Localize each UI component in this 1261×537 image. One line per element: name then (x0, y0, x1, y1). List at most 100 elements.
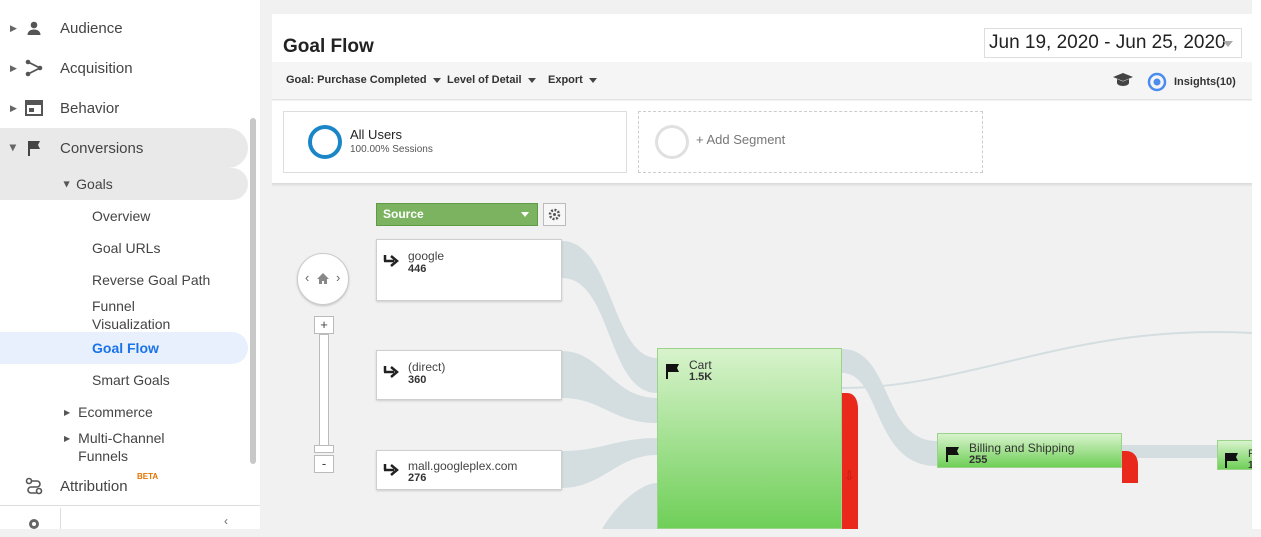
dimension-selector[interactable]: Source (376, 203, 538, 226)
zoom-out-button[interactable]: - (314, 455, 334, 473)
collapse-chevron-icon[interactable]: ‹ (224, 514, 228, 528)
flow-settings-button[interactable] (543, 203, 566, 226)
graduation-cap-icon[interactable] (1112, 72, 1134, 93)
source-node-google[interactable]: google 446 (376, 239, 562, 301)
flag-icon (1225, 453, 1238, 468)
goal-step-cart[interactable]: Cart 1.5K (657, 348, 842, 529)
settings-gear-icon[interactable] (26, 516, 42, 537)
sidebar-item-multi-channel-funnels[interactable]: ▶ Multi-Channel Funnels (64, 429, 188, 465)
goal-selector-dropdown[interactable]: Goal: Purchase Completed (286, 74, 441, 86)
sidebar-item-label: Goals (76, 176, 113, 192)
right-gutter (1252, 0, 1261, 529)
chevron-down-icon (1223, 41, 1233, 47)
sidebar-divider (0, 505, 260, 506)
zoom-in-button[interactable]: + (314, 316, 334, 334)
caret-down-icon: ▶ (8, 144, 19, 151)
page-title: Goal Flow (283, 36, 374, 57)
sidebar-item-conversions[interactable]: ▶ Conversions (0, 128, 248, 168)
entrance-arrow-icon (383, 366, 399, 378)
person-icon (24, 18, 44, 38)
sidebar-item-funnel-visualization[interactable]: Funnel Visualization (92, 298, 171, 332)
step-name: Cart (689, 358, 712, 372)
segment-detail: 100.00% Sessions (350, 144, 433, 155)
source-node-mall-googleplex[interactable]: mall.googleplex.com 276 (376, 450, 562, 490)
behavior-icon (24, 98, 44, 118)
sidebar-item-attribution[interactable]: Attribution BETA (0, 466, 248, 506)
goal-selector-label: Goal: Purchase Completed (286, 74, 427, 86)
step-value: 1 (1248, 460, 1252, 471)
segment-all-users[interactable]: All Users 100.00% Sessions (283, 111, 627, 173)
segment-name: All Users (350, 127, 403, 142)
caret-right-icon: ▶ (64, 434, 71, 443)
sidebar-item-label: Ecommerce (78, 404, 153, 420)
source-name: mall.googleplex.com (408, 459, 518, 473)
flag-icon (946, 447, 959, 462)
sidebar-item-behavior[interactable]: ▶ Behavior (0, 88, 248, 128)
sidebar-footer-divider (60, 508, 61, 529)
sidebar-item-label: Attribution (60, 477, 128, 495)
caret-right-icon: ▶ (10, 102, 17, 113)
level-of-detail-dropdown[interactable]: Level of Detail (447, 74, 536, 86)
chevron-down-icon (588, 77, 597, 83)
sidebar-item-goal-urls[interactable]: Goal URLs (92, 240, 161, 256)
sidebar-item-acquisition[interactable]: ▶ Acquisition (0, 48, 248, 88)
sidebar-item-smart-goals[interactable]: Smart Goals (92, 372, 170, 388)
chevron-down-icon (521, 212, 529, 217)
sidebar-item-label: Audience (60, 19, 123, 37)
conversions-highlight (0, 128, 248, 168)
sidebar-item-label: Behavior (60, 99, 120, 117)
source-value: 360 (408, 374, 427, 386)
date-range-picker[interactable]: Jun 19, 2020 - Jun 25, 2020 (984, 28, 1242, 58)
insights-label: Insights(10) (1174, 76, 1236, 88)
flag-icon (666, 364, 679, 379)
step-value: 255 (969, 454, 988, 466)
sidebar-item-overview[interactable]: Overview (92, 208, 151, 224)
goal-flow-highlight (0, 332, 248, 364)
goal-step-next[interactable]: P 1 (1217, 440, 1252, 471)
dimension-label: Source (383, 207, 424, 221)
zoom-slider-track[interactable] (319, 334, 329, 446)
sidebar-item-goal-flow[interactable]: Goal Flow (92, 340, 159, 356)
source-node-direct[interactable]: (direct) 360 (376, 350, 562, 400)
chevron-down-icon (527, 77, 536, 83)
source-value: 276 (408, 472, 427, 484)
home-icon[interactable] (316, 272, 330, 285)
dropoff-arrow-icon[interactable]: ⇩ (844, 468, 855, 483)
source-name: (direct) (408, 360, 446, 374)
zoom-slider-handle[interactable] (314, 445, 334, 453)
sidebar-item-label: Multi-Channel Funnels (78, 430, 165, 464)
sidebar-item-label: Acquisition (60, 59, 133, 77)
goal-step-billing-shipping[interactable]: Billing and Shipping 255 (937, 433, 1122, 468)
sidebar-item-audience[interactable]: ▶ Audience (0, 8, 248, 48)
caret-right-icon: ▶ (64, 407, 71, 417)
report-toolbar: Goal: Purchase Completed Level of Detail… (272, 62, 1252, 100)
pan-right-icon[interactable]: › (336, 270, 341, 285)
entrance-arrow-icon (383, 464, 399, 476)
sidebar-item-ecommerce[interactable]: ▶ Ecommerce (64, 404, 153, 420)
sidebar-item-goals[interactable]: ▶ Goals (63, 176, 113, 192)
pan-control[interactable]: ‹ › (297, 253, 349, 305)
step-name: Billing and Shipping (969, 441, 1075, 455)
gear-icon (548, 208, 561, 221)
segment-bar: All Users 100.00% Sessions + Add Segment (272, 101, 1252, 183)
canvas-top-shadow (272, 183, 1252, 187)
source-name: google (408, 249, 445, 263)
caret-right-icon: ▶ (10, 62, 17, 73)
step-value: 1.5K (689, 371, 713, 383)
sidebar-item-label: Conversions (60, 139, 144, 157)
sidebar-scrollbar[interactable] (250, 118, 256, 464)
chevron-down-icon (432, 77, 441, 83)
entrance-arrow-icon (383, 255, 399, 267)
sidebar: ▶ Audience ▶ Acquisition ▶ Behavior ▶ Co… (0, 0, 260, 529)
goal-flow-canvas[interactable]: Source ‹ › + - google 446 (direct) 360 m… (272, 183, 1252, 529)
sidebar-item-reverse-goal-path[interactable]: Reverse Goal Path (92, 272, 211, 288)
insights-button[interactable]: Insights(10) (1146, 71, 1236, 93)
step-name: P (1248, 448, 1252, 460)
source-value: 446 (408, 263, 427, 275)
add-segment-button[interactable]: + Add Segment (638, 111, 983, 173)
pan-left-icon[interactable]: ‹ (305, 270, 310, 285)
insights-icon (1147, 72, 1167, 92)
caret-right-icon: ▶ (10, 22, 17, 33)
date-range-text: Jun 19, 2020 - Jun 25, 2020 (989, 32, 1226, 53)
export-dropdown[interactable]: Export (548, 74, 597, 86)
